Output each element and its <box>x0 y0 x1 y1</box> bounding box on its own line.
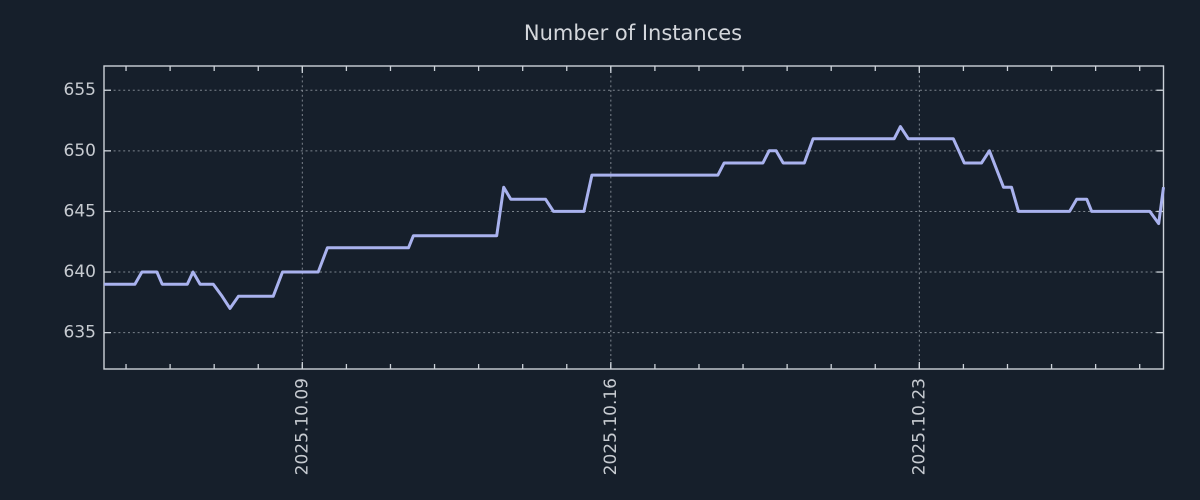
y-tick-label: 655 <box>64 80 96 100</box>
x-tick-label: 2025.10.09 <box>292 378 312 475</box>
axis-labels: 635 640 645 650 655 2025.10.09 2025.10.16 2025.… <box>64 80 930 475</box>
x-tick-label: 2025.10.23 <box>909 378 929 475</box>
series-group <box>104 125 1165 310</box>
y-tick-label: 635 <box>64 323 96 343</box>
gridlines <box>104 66 1164 369</box>
series-line-instances <box>104 125 1165 310</box>
y-tick-label: 650 <box>64 141 96 161</box>
x-tick-label: 2025.10.16 <box>601 378 621 475</box>
axis-ticks <box>104 66 1164 369</box>
y-tick-label: 645 <box>64 201 96 221</box>
plot-border <box>103 65 1165 370</box>
plot-border-group <box>103 65 1165 370</box>
y-tick-label: 640 <box>64 262 96 282</box>
chart-title: Number of Instances <box>524 21 742 45</box>
